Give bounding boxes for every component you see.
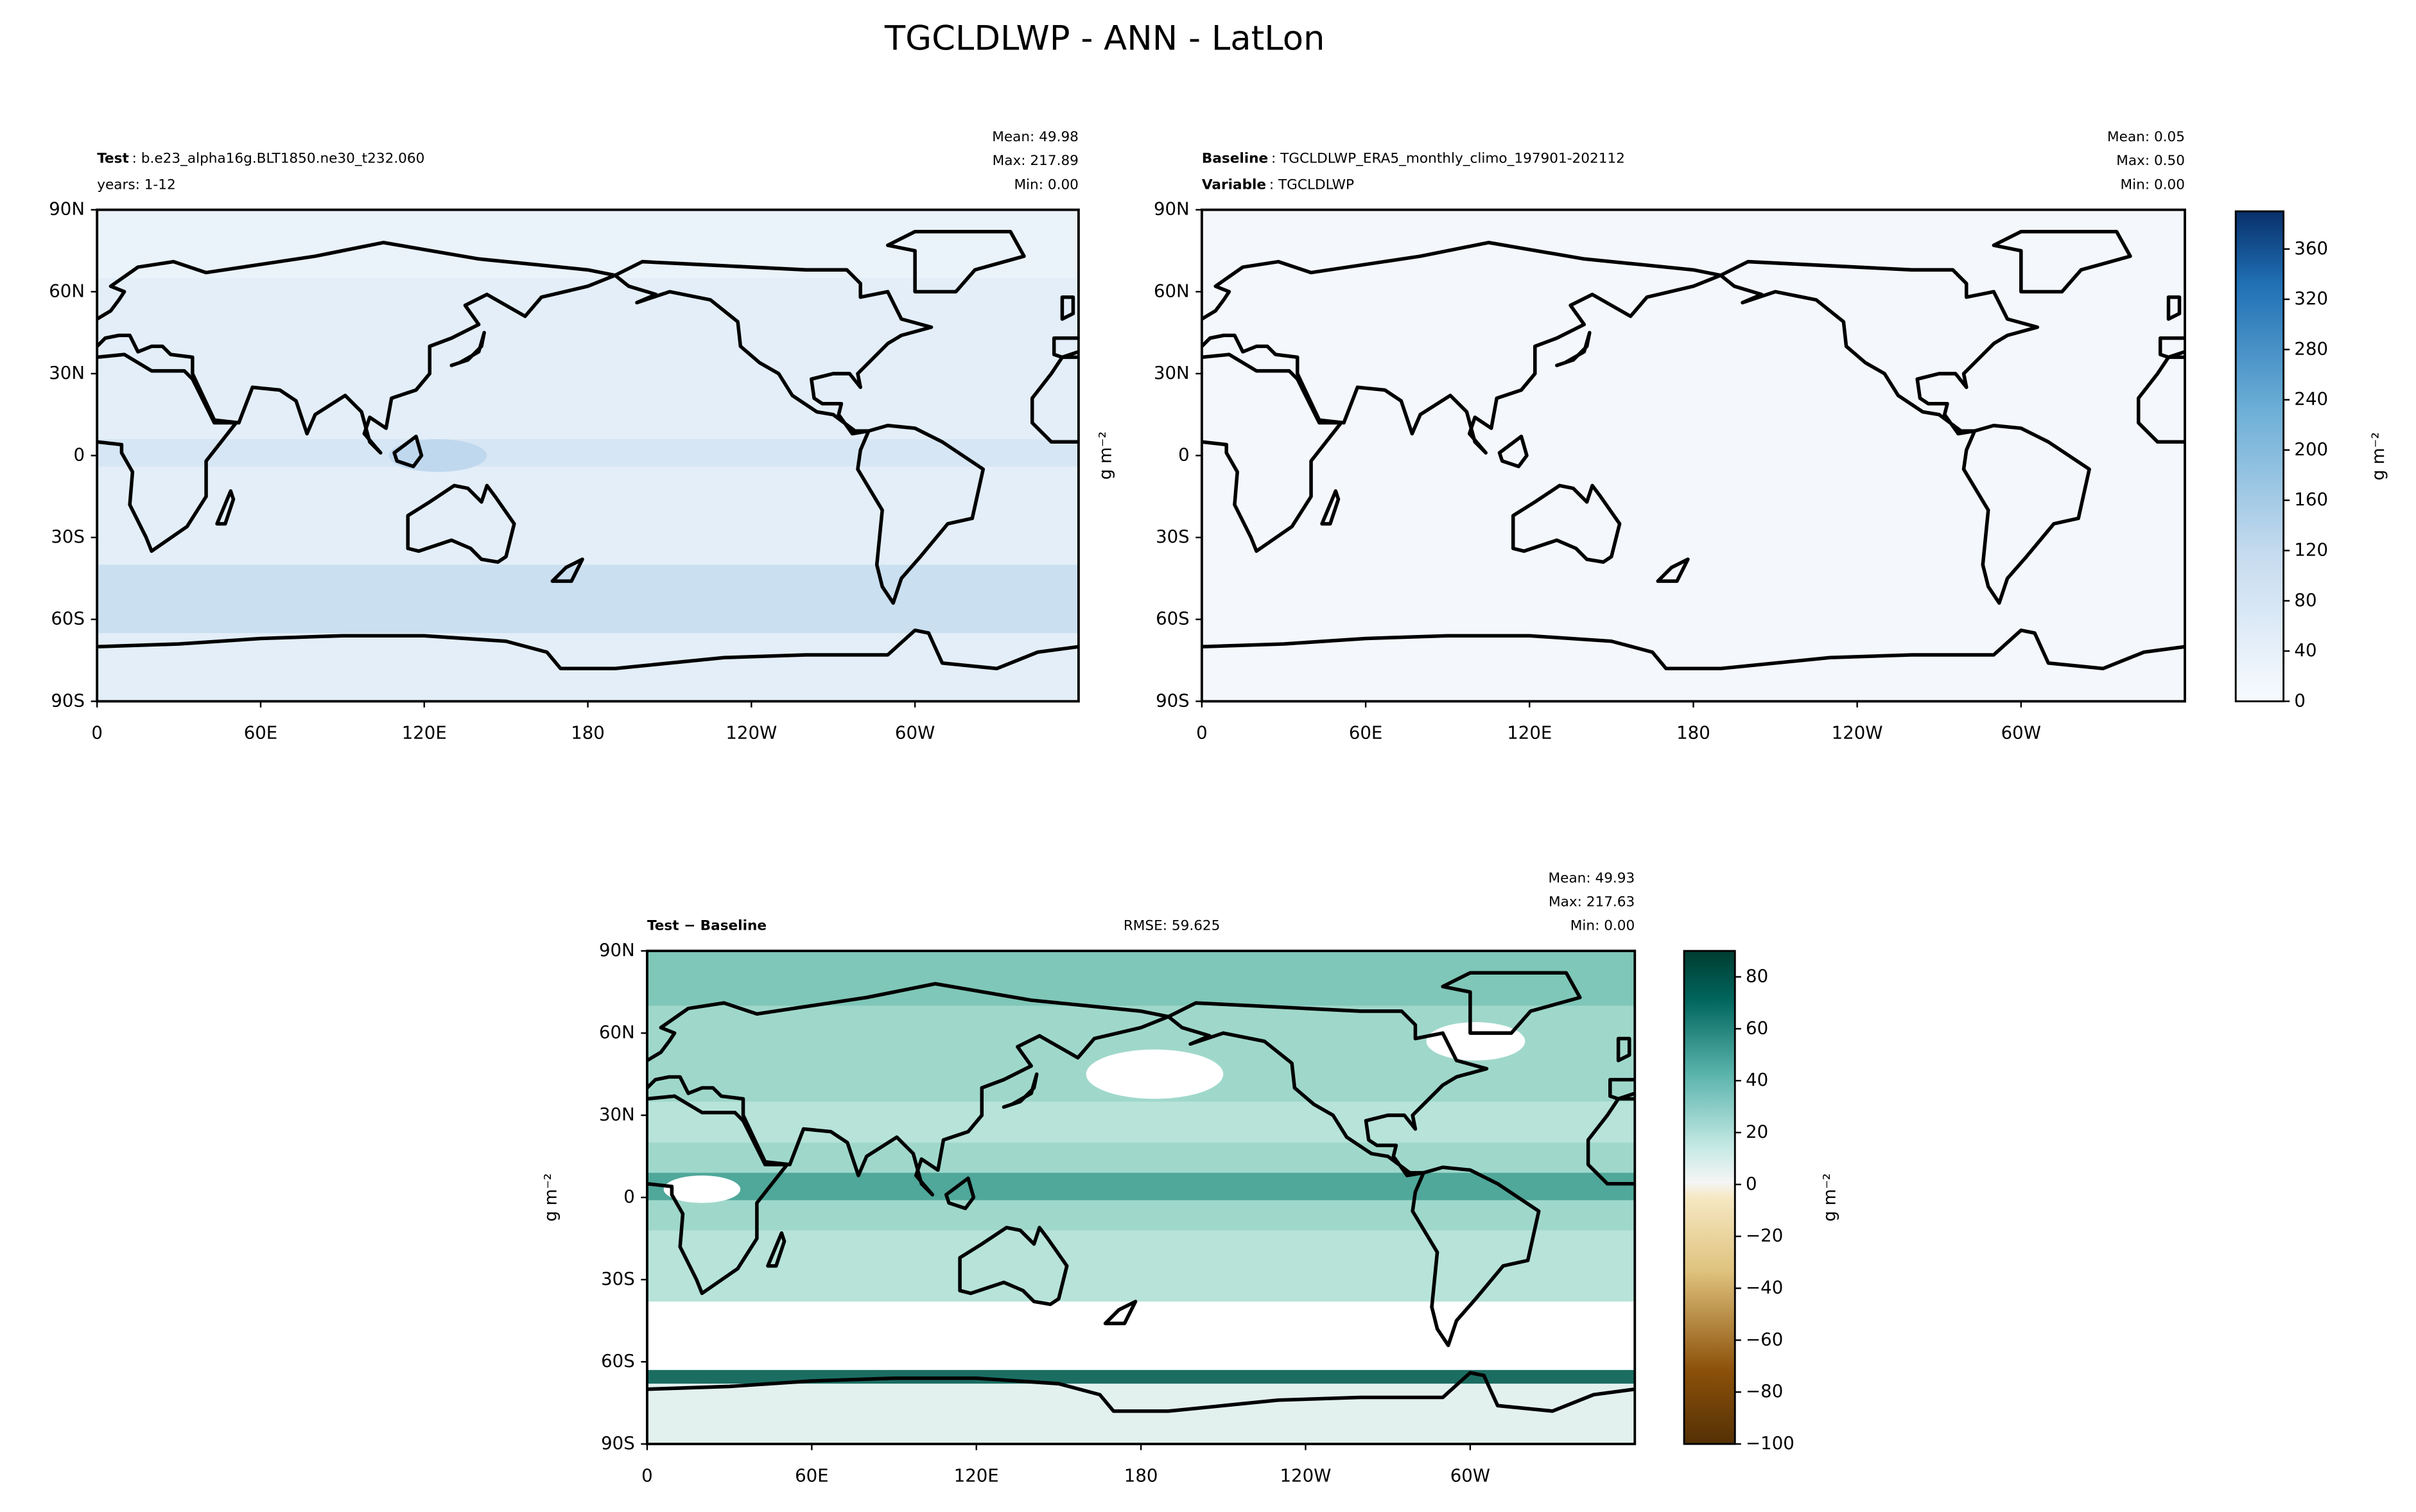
colorbar-tick-label: −100 <box>1746 1432 1795 1454</box>
colorbar-tick-label: 20 <box>1746 1121 1768 1142</box>
stat-label: Mean: 49.93 <box>1549 870 1635 886</box>
colorbar <box>2234 210 2285 702</box>
label-bold: Test <box>97 151 129 167</box>
label-bold: Variable <box>1202 177 1266 193</box>
y-tick-label: 90N <box>49 198 85 220</box>
label-text: : b.e23_alpha16g.BLT1850.ne30_t232.060 <box>132 151 425 167</box>
x-tick-label: 180 <box>1124 1464 1158 1486</box>
stat-label: Max: 217.63 <box>1549 894 1635 910</box>
stat-label: Mean: 49.98 <box>992 129 1079 145</box>
colorbar-tick-label: −20 <box>1746 1225 1783 1246</box>
figure-title: TGCLDLWP - ANN - LatLon <box>884 19 1325 58</box>
x-tick-label: 60E <box>244 722 278 743</box>
y-tick-label: 90N <box>599 939 635 960</box>
x-tick-label: 180 <box>1676 722 1710 743</box>
map <box>1201 209 2186 702</box>
colorbar-tick-label: 200 <box>2294 439 2328 460</box>
stat-label: Min: 0.00 <box>1014 177 1078 193</box>
x-tick-label: 60E <box>1349 722 1383 743</box>
y-tick-label: 60N <box>49 280 85 301</box>
colorbar-tick-label: −40 <box>1746 1277 1783 1298</box>
colorbar-tick-label: 80 <box>2294 589 2316 611</box>
x-tick-label: 120W <box>726 722 777 743</box>
stat-label: Min: 0.00 <box>2121 177 2185 193</box>
x-tick-label: 60W <box>895 722 935 743</box>
x-tick-label: 0 <box>641 1464 653 1486</box>
panel-label: Test − Baseline <box>647 918 767 934</box>
colorbar-tick-label: 160 <box>2294 489 2328 510</box>
y-tick-label: 30N <box>49 362 85 383</box>
x-tick-label: 120E <box>402 722 447 743</box>
y-tick-label: 60S <box>601 1350 635 1371</box>
stat-label: Min: 0.00 <box>1570 918 1635 934</box>
x-tick-label: 180 <box>571 722 605 743</box>
colorbar-label: g m⁻² <box>2369 432 2388 480</box>
map <box>647 951 1635 1445</box>
stat-label: Max: 217.89 <box>993 153 1079 169</box>
y-tick-label: 90N <box>1154 198 1190 220</box>
label-bold: Baseline <box>1202 151 1268 167</box>
y-tick-label: 60N <box>1154 280 1190 301</box>
label-text: years: 1-12 <box>97 177 175 193</box>
colorbar-tick-label: 40 <box>1746 1069 1768 1090</box>
colorbar-tick-label: −60 <box>1746 1328 1783 1350</box>
label-text: : TGCLDLWP_ERA5_monthly_climo_197901-202… <box>1271 151 1625 167</box>
y-tick-label: 60S <box>1156 608 1190 629</box>
panel-label: Variable: TGCLDLWP <box>1202 177 1354 193</box>
colorbar-tick-label: 280 <box>2294 338 2328 359</box>
colorbar-tick-label: 0 <box>1746 1173 1757 1194</box>
colorbar-tick-label: 0 <box>2294 690 2306 711</box>
x-tick-label: 120E <box>954 1464 999 1486</box>
stat-label: Mean: 0.05 <box>2107 129 2185 145</box>
x-tick-label: 60E <box>795 1464 829 1486</box>
x-tick-label: 60W <box>1450 1464 1490 1486</box>
colorbar-tick-label: 60 <box>1746 1017 1768 1038</box>
y-tick-label: 60S <box>51 608 85 629</box>
x-tick-label: 120W <box>1832 722 1883 743</box>
x-tick-label: 120W <box>1280 1464 1332 1486</box>
colorbar-tick-label: 80 <box>1746 966 1768 987</box>
x-tick-label: 60W <box>2001 722 2041 743</box>
map-field <box>97 209 1079 702</box>
y-tick-label: 30S <box>51 526 85 547</box>
map <box>97 209 1079 702</box>
x-tick-label: 0 <box>91 722 103 743</box>
y-axis-label: g m⁻² <box>1097 431 1116 480</box>
y-tick-label: 30S <box>1156 526 1190 547</box>
colorbar <box>1683 950 1736 1445</box>
panel-label: years: 1-12 <box>97 177 175 193</box>
y-tick-label: 30S <box>601 1268 635 1289</box>
y-tick-label: 90S <box>1156 690 1190 711</box>
map-field <box>1201 209 2186 702</box>
colorbar-tick-label: 360 <box>2294 238 2328 259</box>
colorbar-tick-label: 320 <box>2294 288 2328 309</box>
y-tick-label: 30N <box>599 1104 635 1125</box>
colorbar-label: g m⁻² <box>1821 1173 1840 1221</box>
x-tick-label: 120E <box>1507 722 1552 743</box>
colorbar-tick-label: 240 <box>2294 388 2328 410</box>
label-bold: Test − Baseline <box>647 918 767 934</box>
stat-label: Max: 0.50 <box>2116 153 2185 169</box>
rmse-label: RMSE: 59.625 <box>1124 918 1221 934</box>
y-axis-label: g m⁻² <box>542 1173 561 1221</box>
y-tick-label: 0 <box>1178 444 1190 465</box>
colorbar-tick-label: −80 <box>1746 1380 1783 1402</box>
y-tick-label: 0 <box>623 1186 635 1207</box>
y-tick-label: 0 <box>73 444 85 465</box>
panel-label: Baseline: TGCLDLWP_ERA5_monthly_climo_19… <box>1202 151 1625 167</box>
y-tick-label: 90S <box>51 690 85 711</box>
y-tick-label: 60N <box>599 1021 635 1043</box>
panel-label: Test: b.e23_alpha16g.BLT1850.ne30_t232.0… <box>97 151 424 167</box>
x-tick-label: 0 <box>1196 722 1208 743</box>
colorbar-tick-label: 40 <box>2294 639 2316 661</box>
map-field <box>647 951 1635 1445</box>
colorbar-tick-label: 120 <box>2294 539 2328 560</box>
y-tick-label: 90S <box>601 1432 635 1454</box>
y-tick-label: 30N <box>1154 362 1190 383</box>
label-text: : TGCLDLWP <box>1269 177 1354 193</box>
